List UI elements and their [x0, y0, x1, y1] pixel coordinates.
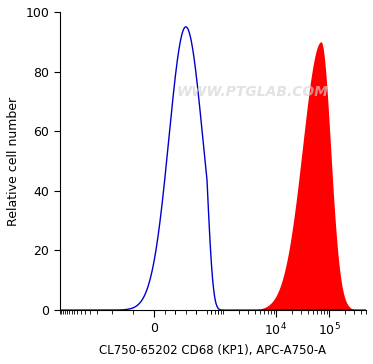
Text: WWW.PTGLAB.COM: WWW.PTGLAB.COM	[177, 86, 329, 99]
X-axis label: CL750-65202 CD68 (KP1), APC-A750-A: CL750-65202 CD68 (KP1), APC-A750-A	[100, 344, 326, 357]
Y-axis label: Relative cell number: Relative cell number	[7, 96, 20, 226]
